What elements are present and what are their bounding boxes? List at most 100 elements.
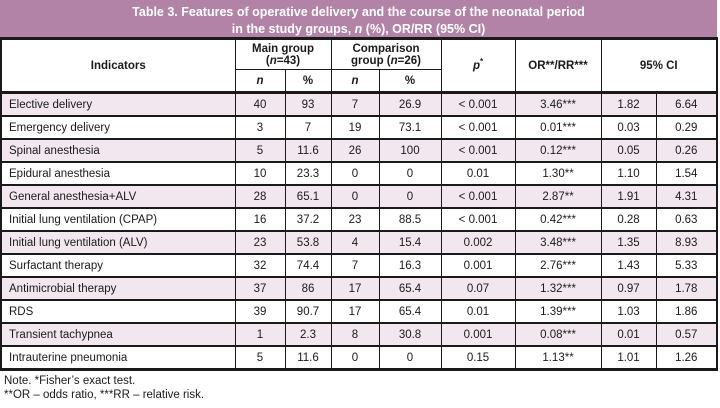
cell-main-n: 3 — [234, 115, 286, 140]
header-main-group-rest: =43) — [276, 54, 301, 67]
cell-main-n: 32 — [234, 253, 286, 278]
table-row: Epidural anesthesia 10 23.3 0 0 0.01 1.30** 1.1… — [0, 161, 718, 186]
cell-main-pct: 74.4 — [284, 253, 332, 278]
table-notes: Note. *Fisher’s exact test. **OR – odds … — [0, 371, 720, 402]
header-p-value: p* — [440, 38, 516, 93]
cell-main-pct: 2.3 — [284, 322, 332, 347]
cell-ci-high: 0.26 — [655, 138, 718, 163]
cell-ci-low: 1.01 — [600, 345, 657, 371]
cell-ci-high: 0.29 — [655, 115, 718, 140]
cell-indicator: Transient tachypnea — [0, 322, 236, 347]
cell-indicator: Initial lung ventilation (ALV) — [0, 230, 236, 255]
cell-ci-high: 0.57 — [655, 322, 718, 347]
cell-ci-low: 1.43 — [600, 253, 657, 278]
table-title-text2a: in the study groups, — [231, 21, 355, 36]
cell-comp-n: 7 — [330, 91, 380, 117]
cell-comp-pct: 100 — [378, 138, 442, 163]
cell-or-rr: 1.39*** — [514, 299, 602, 324]
cell-ci-high: 1.26 — [655, 345, 718, 371]
header-or-rr: OR**/RR*** — [514, 38, 602, 93]
cell-main-pct: 23.3 — [284, 161, 332, 186]
cell-p-value: 0.15 — [440, 345, 516, 371]
cell-main-pct: 65.1 — [284, 184, 332, 209]
cell-comp-pct: 15.4 — [378, 230, 442, 255]
table-title-italic-n: n — [354, 21, 363, 36]
cell-comp-n: 19 — [330, 115, 380, 140]
cell-ci-high: 6.64 — [655, 91, 718, 117]
cell-p-value: < 0.001 — [440, 138, 516, 163]
cell-or-rr: 0.42*** — [514, 207, 602, 232]
table-row: Intrauterine pneumonia 5 11.6 0 0 0.15 1.13** 1… — [0, 345, 718, 371]
cell-ci-low: 0.05 — [600, 138, 657, 163]
note-line1: Note. *Fisher’s exact test. — [4, 375, 136, 387]
cell-main-pct: 11.6 — [284, 345, 332, 371]
table-row: Initial lung ventilation (ALV) 23 53.8 4 15.… — [0, 230, 718, 255]
cell-ci-low: 0.03 — [600, 115, 657, 140]
data-table: Indicators Main group (n=43) Comparison … — [0, 37, 719, 371]
cell-ci-high: 8.93 — [655, 230, 718, 255]
cell-or-rr: 3.48*** — [514, 230, 602, 255]
cell-comp-n: 8 — [330, 322, 380, 347]
cell-comp-n: 23 — [330, 207, 380, 232]
cell-ci-high: 1.86 — [655, 299, 718, 324]
cell-p-value: 0.001 — [440, 322, 516, 347]
table-row: RDS 39 90.7 17 65.4 0.01 1.39*** 1.03 1.86 — [0, 299, 718, 324]
cell-main-pct: 86 — [284, 276, 332, 301]
cell-main-n: 39 — [234, 299, 286, 324]
cell-ci-low: 1.10 — [600, 161, 657, 186]
table-title-line1: Table 3. Features of operative delivery … — [0, 4, 717, 21]
cell-p-value: 0.07 — [440, 276, 516, 301]
subheader-comp-n: n — [330, 69, 380, 93]
cell-or-rr: 2.87** — [514, 184, 602, 209]
cell-indicator: Surfactant therapy — [0, 253, 236, 278]
cell-ci-high: 1.54 — [655, 161, 718, 186]
cell-comp-pct: 0 — [378, 345, 442, 371]
cell-comp-pct: 65.4 — [378, 299, 442, 324]
cell-comp-pct: 26.9 — [378, 91, 442, 117]
table-body: Elective delivery 40 93 7 26.9 < 0.001 3.46***… — [0, 91, 718, 371]
header-ci: 95% CI — [600, 38, 718, 93]
cell-comp-pct: 30.8 — [378, 322, 442, 347]
cell-p-value: < 0.001 — [440, 91, 516, 117]
cell-main-n: 5 — [234, 345, 286, 371]
cell-comp-n: 0 — [330, 345, 380, 371]
table-title-text2b: (%), OR/RR (95% CI) — [362, 21, 486, 36]
cell-indicator: Epidural anesthesia — [0, 161, 236, 186]
cell-comp-pct: 0 — [378, 184, 442, 209]
cell-comp-pct: 16.3 — [378, 253, 442, 278]
cell-comp-pct: 88.5 — [378, 207, 442, 232]
cell-ci-low: 1.91 — [600, 184, 657, 209]
cell-main-pct: 11.6 — [284, 138, 332, 163]
table-row: Elective delivery 40 93 7 26.9 < 0.001 3.46***… — [0, 91, 718, 117]
cell-main-pct: 53.8 — [284, 230, 332, 255]
cell-ci-high: 1.78 — [655, 276, 718, 301]
subheader-main-n: n — [234, 69, 286, 93]
cell-or-rr: 2.76*** — [514, 253, 602, 278]
table-header: Indicators Main group (n=43) Comparison … — [0, 38, 718, 93]
table-title-line2: in the study groups, n (%), OR/RR (95% C… — [0, 21, 717, 38]
table-row: General anesthesia+ALV 28 65.1 0 0 < 0.001 2.8… — [0, 184, 718, 209]
cell-ci-low: 1.35 — [600, 230, 657, 255]
cell-main-n: 5 — [234, 138, 286, 163]
header-main-group-line1: Main group — [252, 42, 314, 55]
header-comparison-line2: group ( — [351, 54, 391, 67]
cell-comp-pct: 65.4 — [378, 276, 442, 301]
header-indicators: Indicators — [0, 38, 236, 93]
table-row: Transient tachypnea 1 2.3 8 30.8 0.001 0.08***… — [0, 322, 718, 347]
cell-or-rr: 0.01*** — [514, 115, 602, 140]
cell-main-n: 40 — [234, 91, 286, 117]
cell-or-rr: 3.46*** — [514, 91, 602, 117]
header-comparison-n: n — [390, 54, 398, 67]
cell-main-n: 28 — [234, 184, 286, 209]
cell-indicator: Initial lung ventilation (CPAP) — [0, 207, 236, 232]
cell-p-value: 0.01 — [440, 299, 516, 324]
cell-comp-n: 0 — [330, 161, 380, 186]
cell-comp-n: 7 — [330, 253, 380, 278]
header-main-group-open: ( — [265, 54, 270, 67]
table-row: Surfactant therapy 32 74.4 7 16.3 0.001 2.76**… — [0, 253, 718, 278]
cell-comp-pct: 73.1 — [378, 115, 442, 140]
cell-indicator: RDS — [0, 299, 236, 324]
header-row-2: n % n % — [1, 69, 717, 93]
cell-or-rr: 1.32*** — [514, 276, 602, 301]
table-row: Initial lung ventilation (CPAP) 16 37.2 23 8… — [0, 207, 718, 232]
